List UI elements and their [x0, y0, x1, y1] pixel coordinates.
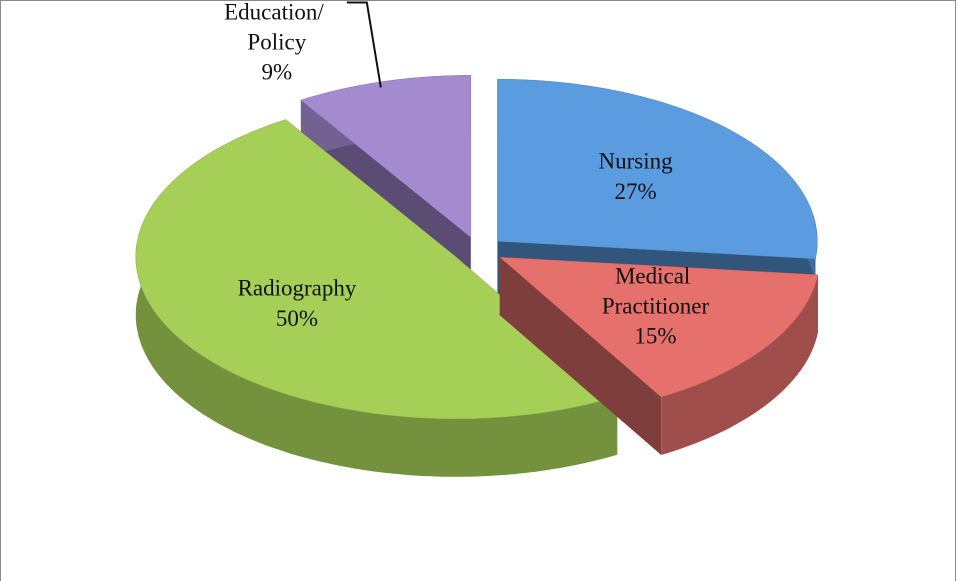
slice-wall	[661, 274, 818, 455]
slice-top	[135, 119, 618, 420]
slice-value-label: 9%	[261, 60, 292, 85]
slice	[499, 256, 819, 455]
slice-value-label: 15%	[634, 324, 676, 349]
slice-value-label: 50%	[276, 306, 318, 331]
slice-top	[499, 256, 819, 398]
slice	[135, 119, 618, 477]
slice-label: Radiography	[238, 276, 357, 301]
slices	[135, 75, 819, 477]
slice-label: Nursing	[598, 149, 673, 174]
labels: Nursing 27% Medical Practitioner 15% Radiogr…	[224, 0, 709, 349]
slice-top	[300, 75, 472, 238]
slice-value-label: 27%	[614, 179, 656, 204]
slice-label: Education/ Policy	[224, 0, 329, 55]
slice-side	[499, 257, 662, 455]
slice-label: Medical Practitioner	[602, 264, 710, 319]
leader-line	[346, 1, 382, 88]
slice-top	[497, 78, 818, 260]
slice-wall	[135, 119, 618, 477]
